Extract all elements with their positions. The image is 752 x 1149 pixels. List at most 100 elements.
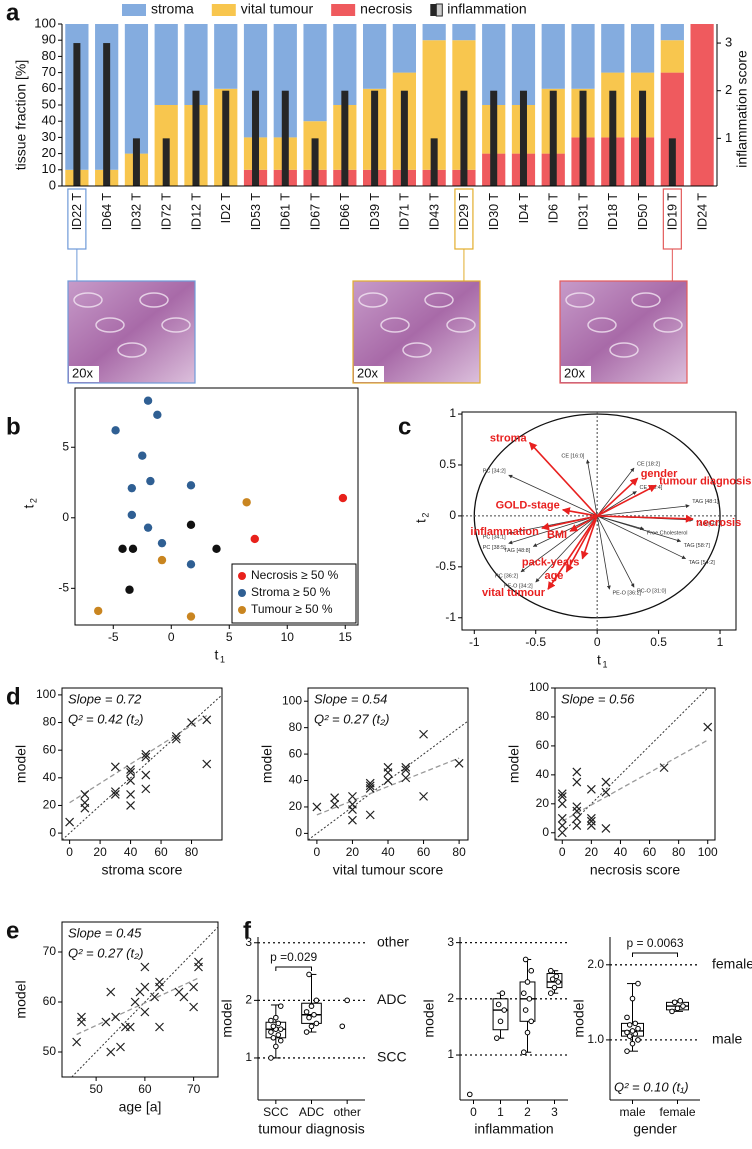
x-tick-label: 80 — [452, 845, 466, 859]
x-tick-label: -5 — [108, 630, 119, 644]
y-tick-label: 30 — [42, 129, 56, 144]
loading-vector — [596, 477, 639, 517]
point — [125, 585, 134, 594]
x-tick-label: 40 — [381, 845, 395, 859]
y-axis-label: t — [21, 504, 37, 508]
y-tick-label: 100 — [529, 680, 549, 694]
y-tick-label: 40 — [43, 770, 57, 784]
point — [80, 798, 90, 808]
loading-label: inflammation — [470, 526, 539, 538]
axis-label-subscript: 2 — [420, 513, 430, 518]
point — [344, 997, 350, 1004]
x-axis-label: necrosis score — [590, 862, 680, 878]
loading-label: TAG [58:7] — [684, 543, 711, 549]
point — [143, 396, 153, 405]
point — [270, 1023, 277, 1030]
x-tick-label: ADC — [299, 1105, 325, 1119]
x-tick-label: ID12 T — [189, 193, 203, 231]
identity-line — [307, 720, 469, 841]
point — [497, 1018, 504, 1025]
y-tick-label: 0 — [449, 508, 456, 522]
tissue-texture — [609, 342, 639, 358]
point — [401, 765, 411, 775]
point — [179, 992, 189, 1002]
point — [194, 957, 203, 967]
x-tick-label: ID72 T — [160, 193, 174, 231]
point — [311, 1011, 317, 1018]
point — [601, 787, 611, 797]
point — [126, 767, 135, 777]
point — [629, 1028, 636, 1034]
point — [273, 1043, 279, 1050]
loading-label: TAG [54:2] — [689, 560, 716, 566]
point — [277, 1026, 284, 1032]
point — [547, 967, 554, 974]
y-tick-label: 5 — [62, 439, 69, 453]
loading-label: BMI — [547, 529, 567, 541]
point — [93, 606, 103, 616]
point — [601, 823, 611, 833]
inflammation-bar — [192, 90, 200, 186]
x-tick-label: ID39 T — [368, 193, 382, 231]
point — [526, 996, 533, 1002]
bar-segment — [363, 24, 387, 89]
x-axis-label: t — [597, 652, 601, 668]
point — [126, 776, 135, 786]
loading-vector — [585, 459, 598, 516]
inflammation-bar — [222, 90, 230, 186]
point — [626, 1022, 633, 1028]
x-tick-label: 1 — [497, 1105, 504, 1119]
y-tick-label: 20 — [43, 798, 57, 812]
point — [303, 1029, 310, 1035]
point — [140, 962, 150, 972]
y-tick-label: 80 — [536, 709, 550, 723]
bar-segment — [452, 24, 476, 41]
point — [128, 544, 138, 554]
x-tick-label: ID67 T — [308, 193, 322, 231]
point — [520, 990, 527, 997]
plot-frame — [74, 387, 359, 626]
point — [106, 987, 116, 997]
point — [306, 971, 312, 978]
x-tick-label: ID61 T — [279, 193, 293, 231]
tissue-texture — [117, 342, 147, 358]
point — [101, 1017, 111, 1027]
point — [125, 1022, 135, 1032]
point — [383, 776, 393, 785]
point — [677, 998, 684, 1004]
point — [330, 793, 340, 803]
panel-label: a — [6, 0, 20, 26]
bar-segment — [660, 72, 684, 186]
loading-label: pack-years — [522, 557, 580, 569]
x-tick-label: 0 — [559, 845, 566, 859]
y-tick-label: 1 — [449, 406, 456, 420]
legend-label: Stroma ≥ 50 % — [251, 585, 331, 599]
bar-segment — [303, 24, 327, 122]
inflammation-bar — [341, 90, 349, 186]
x-tick-label: other — [333, 1105, 360, 1119]
loading-label: TAG [48:8] — [504, 548, 531, 554]
y-axis-label: model — [506, 745, 522, 783]
point — [572, 813, 582, 823]
panel-label: c — [398, 413, 411, 440]
point — [171, 734, 181, 744]
point — [553, 973, 560, 980]
loading-vector — [596, 515, 686, 560]
y2-tick-label: 2 — [725, 82, 732, 97]
inflammation-bar — [400, 90, 408, 186]
point — [572, 802, 582, 812]
loading-label: PC-O [31:0] — [637, 589, 667, 595]
point — [126, 789, 135, 799]
point — [586, 821, 596, 830]
bar-segment — [660, 40, 684, 73]
y-axis-label: tissue fraction [%] — [13, 60, 29, 171]
bar-segment — [571, 24, 595, 89]
point — [186, 481, 196, 490]
bar-segment — [482, 24, 506, 105]
fit-line — [69, 715, 208, 804]
point — [601, 777, 611, 787]
x-tick-label: 80 — [185, 845, 199, 859]
x-tick-label: ID31 T — [576, 193, 590, 231]
point — [130, 997, 140, 1007]
annotation: Slope = 0.72 — [68, 691, 142, 706]
